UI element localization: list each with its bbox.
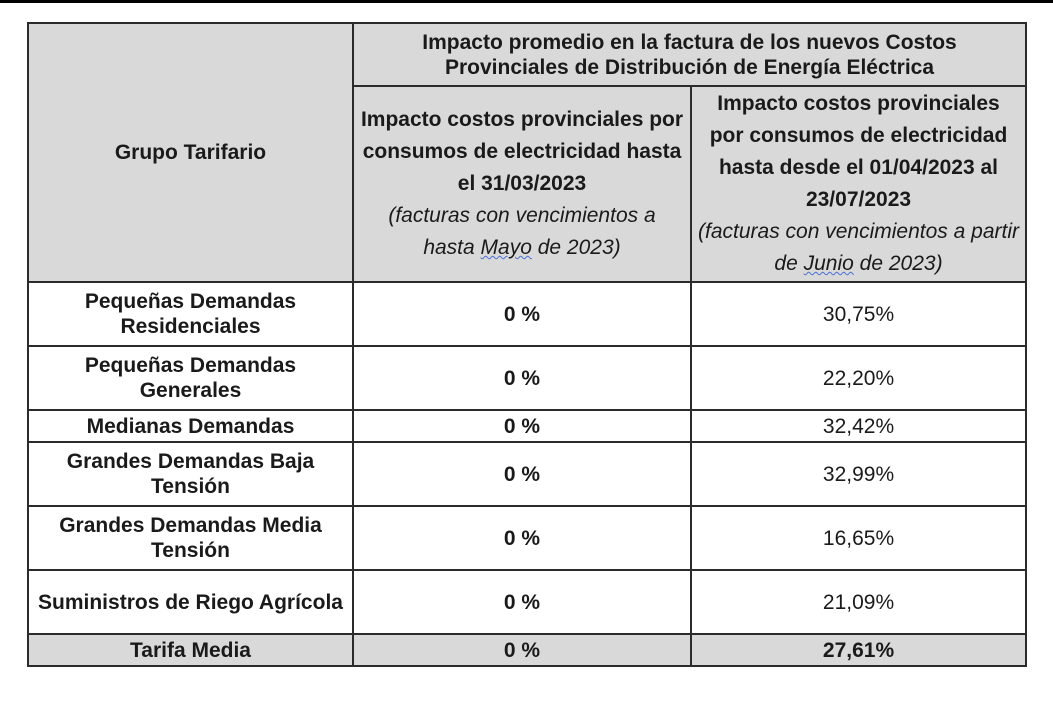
after-value-cell: 32,99% xyxy=(689,441,1028,507)
table-row: Medianas Demandas 0 % 32,42% xyxy=(27,409,1028,443)
after-value-cell: 22,20% xyxy=(689,345,1028,411)
impact-group-header: Impacto promedio en la factura de los nu… xyxy=(351,22,1028,87)
group-cell: Suministros de Riego Agrícola xyxy=(27,569,354,635)
after-column-header: Impacto costos provinciales por consumos… xyxy=(689,85,1028,283)
table-row: Suministros de Riego Agrícola 0 % 21,09% xyxy=(27,569,1028,635)
before-value-cell: 0 % xyxy=(352,281,692,347)
total-before-cell: 0 % xyxy=(352,633,692,667)
total-row: Tarifa Media 0 % 27,61% xyxy=(27,633,1028,667)
table-row: Pequeñas Demandas Residenciales 0 % 30,7… xyxy=(27,281,1028,347)
table-row: Grandes Demandas Media Tensión 0 % 16,65… xyxy=(27,505,1028,571)
after-value-cell: 30,75% xyxy=(689,281,1028,347)
tariff-impact-table: Grupo Tarifario Impacto promedio en la f… xyxy=(27,22,1028,667)
group-cell: Grandes Demandas Media Tensión xyxy=(27,505,354,571)
group-cell: Pequeñas Demandas Generales xyxy=(27,345,354,411)
after-column-title: Impacto costos provinciales por consumos… xyxy=(709,92,1008,211)
before-value-cell: 0 % xyxy=(352,505,692,571)
after-value-cell: 16,65% xyxy=(689,505,1028,571)
after-value-cell: 21,09% xyxy=(689,569,1028,635)
before-value-cell: 0 % xyxy=(352,345,692,411)
before-column-title: Impacto costos provinciales por consumos… xyxy=(360,108,684,195)
group-cell: Grandes Demandas Baja Tensión xyxy=(27,441,354,507)
before-value-cell: 0 % xyxy=(352,569,692,635)
group-cell: Pequeñas Demandas Residenciales xyxy=(27,281,354,347)
after-value-cell: 32,42% xyxy=(689,409,1028,443)
table-row: Pequeñas Demandas Generales 0 % 22,20% xyxy=(27,345,1028,411)
total-group-cell: Tarifa Media xyxy=(27,633,354,667)
table-row: Grandes Demandas Baja Tensión 0 % 32,99% xyxy=(27,441,1028,507)
before-column-note: (facturas con vencimientos a hasta Mayo … xyxy=(388,204,656,259)
top-border-line xyxy=(0,0,1053,3)
before-value-cell: 0 % xyxy=(352,441,692,507)
group-column-header: Grupo Tarifario xyxy=(27,22,354,283)
group-cell: Medianas Demandas xyxy=(27,409,354,443)
before-column-header: Impacto costos provinciales por consumos… xyxy=(352,85,692,283)
before-value-cell: 0 % xyxy=(352,409,692,443)
tariff-impact-table-container: Grupo Tarifario Impacto promedio en la f… xyxy=(27,22,1028,667)
total-after-cell: 27,61% xyxy=(689,633,1028,667)
after-column-note: (facturas con vencimientos a partir de J… xyxy=(698,220,1019,275)
